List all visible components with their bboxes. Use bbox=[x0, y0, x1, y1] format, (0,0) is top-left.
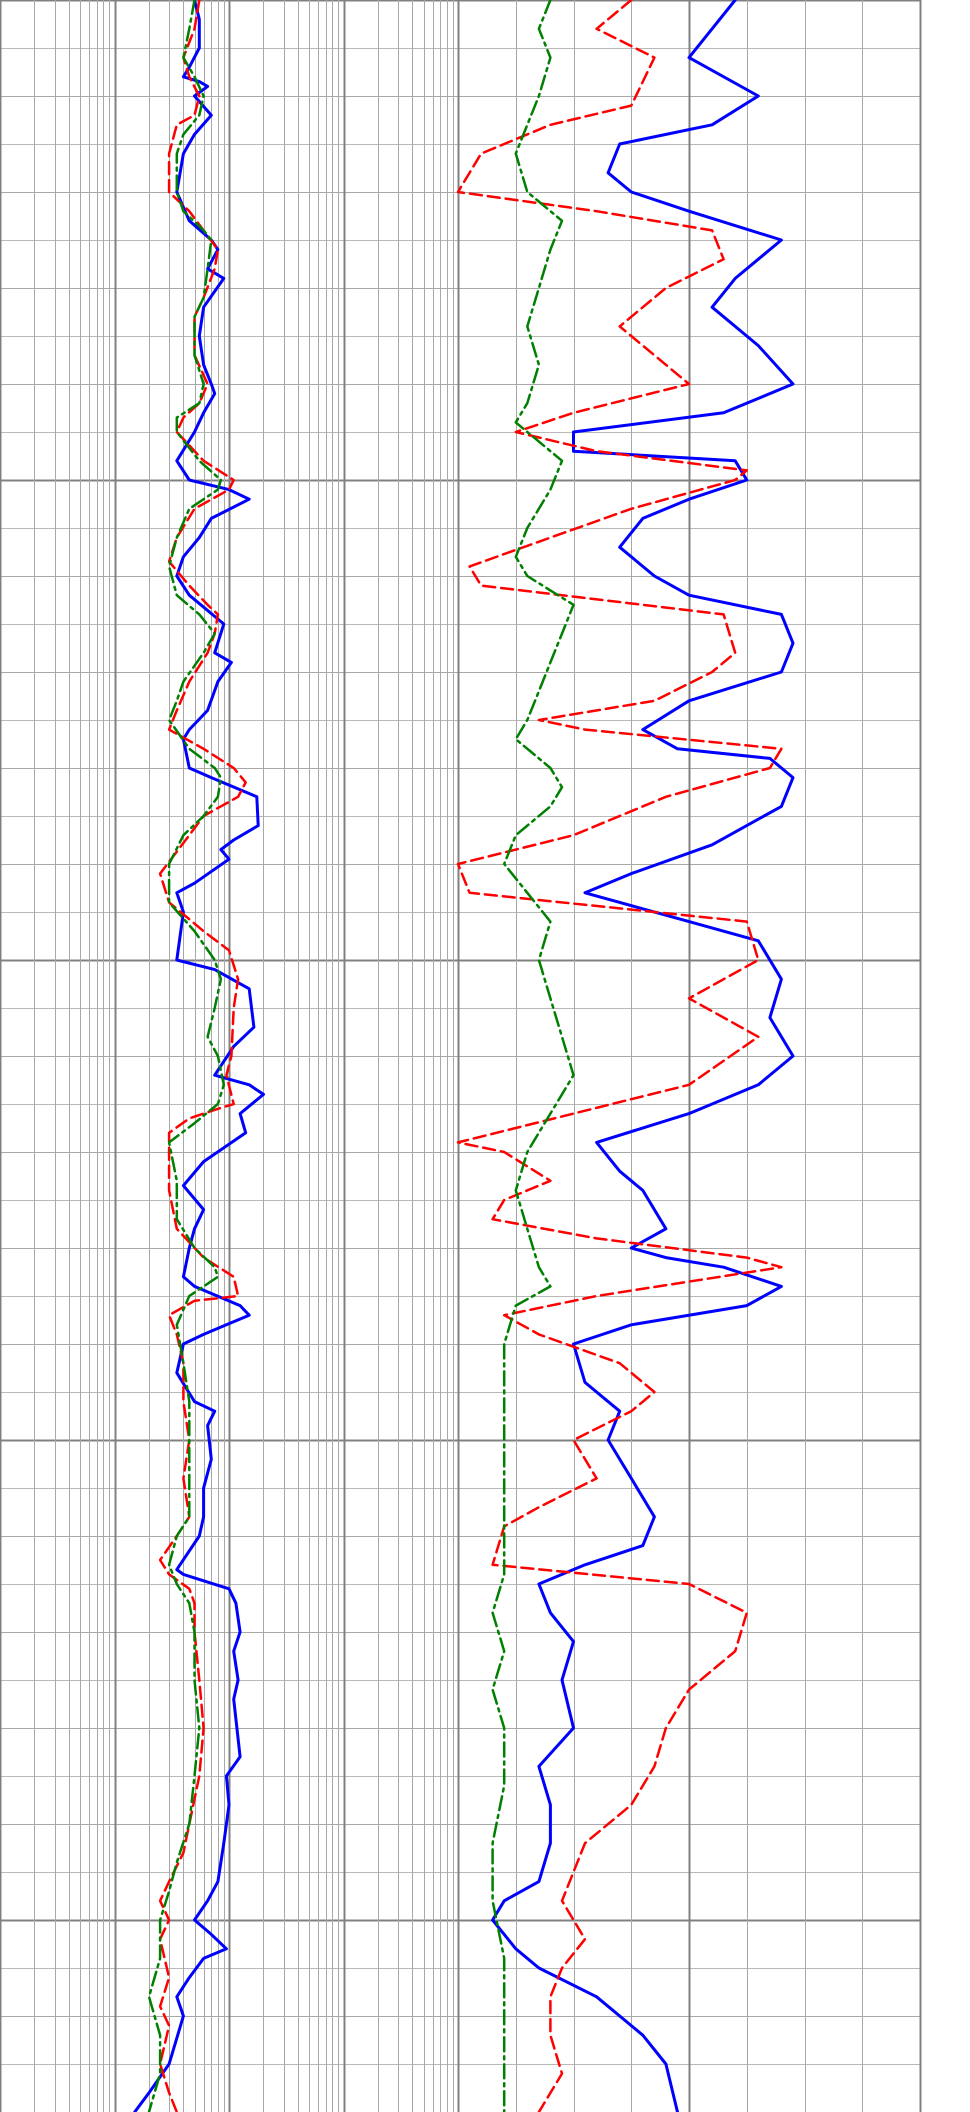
track-2-solid-curve-1 bbox=[491, 0, 795, 2112]
curves bbox=[133, 0, 969, 2112]
grid bbox=[0, 0, 922, 2112]
track-3-dashed-curve-2 bbox=[959, 0, 964, 2112]
track-2-dashdot-curve-3 bbox=[491, 0, 575, 2112]
track-3-dashdot-curve-1 bbox=[964, 0, 969, 2112]
track-1-dashdot-curve-3 bbox=[147, 0, 226, 2112]
track-1-solid-curve-1 bbox=[133, 0, 265, 2112]
track-2-dashed-curve-2 bbox=[456, 0, 783, 2112]
